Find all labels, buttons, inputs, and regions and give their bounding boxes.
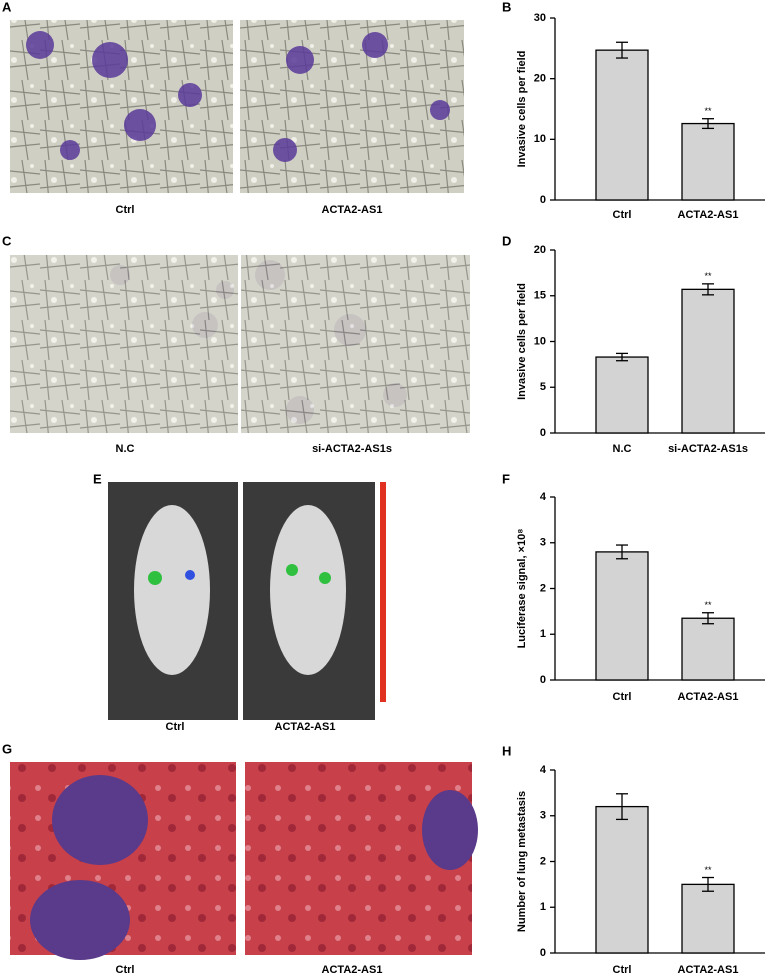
y-tick-label: 0 (540, 674, 546, 686)
x-tick-label: si-ACTA2-AS1s (668, 443, 748, 455)
x-tick-label: ACTA2-AS1 (678, 209, 739, 221)
image-caption: Ctrl (166, 721, 185, 733)
y-tick-label: 2 (540, 582, 546, 594)
signal (148, 571, 162, 585)
y-tick-label: 3 (540, 537, 546, 549)
y-tick-label: 4 (540, 491, 547, 503)
y-tick-label: 10 (534, 133, 546, 145)
panel-label: G (2, 741, 12, 756)
y-tick-label: 20 (534, 244, 546, 256)
bar (595, 551, 649, 681)
metastasis (422, 790, 478, 870)
metastasis (52, 775, 148, 865)
y-tick-label: 0 (540, 427, 546, 439)
bar (595, 805, 649, 954)
panel-label: H (502, 743, 511, 758)
significance: ** (704, 865, 712, 875)
y-tick-label: 3 (540, 810, 546, 822)
metastasis (30, 880, 130, 960)
x-tick-label: ACTA2-AS1 (678, 691, 739, 703)
image-caption: ACTA2-AS1 (275, 721, 336, 733)
micrograph (240, 20, 464, 193)
y-tick-label: 4 (540, 764, 547, 776)
image-caption: Ctrl (116, 204, 135, 216)
bar (681, 883, 735, 954)
panel-label: E (93, 471, 102, 486)
y-tick-label: 30 (534, 12, 546, 24)
y-tick-label: 20 (534, 73, 546, 85)
panel-label: F (502, 471, 510, 486)
y-axis-label: Invasive cells per field (516, 283, 528, 400)
x-tick-label: Ctrl (613, 209, 632, 221)
panel-label: A (2, 0, 12, 14)
y-tick-label: 0 (540, 947, 546, 959)
bar (681, 617, 735, 681)
image-caption: N.C (116, 443, 135, 455)
y-tick-label: 1 (540, 901, 546, 913)
micrograph (10, 255, 238, 433)
y-tick-label: 0 (540, 194, 546, 206)
panel-label: D (502, 233, 511, 248)
y-axis-label: Luciferase signal, ×10⁸ (516, 529, 528, 649)
mouse (134, 505, 210, 675)
x-tick-label: Ctrl (613, 691, 632, 703)
y-tick-label: 5 (540, 381, 546, 393)
panel-label: B (502, 0, 511, 14)
y-axis-label: Number of lung metastasis (516, 791, 528, 932)
significance: ** (704, 106, 712, 116)
signal (185, 570, 195, 580)
y-axis-label: Invasive cells per field (516, 51, 528, 168)
image-caption: ACTA2-AS1 (322, 964, 383, 976)
x-tick-label: Ctrl (613, 964, 632, 976)
bar (595, 49, 649, 201)
y-tick-label: 1 (540, 628, 546, 640)
x-tick-label: N.C (613, 443, 632, 455)
bar (681, 122, 735, 201)
significance: ** (704, 271, 712, 281)
significance: ** (704, 600, 712, 610)
y-tick-label: 15 (534, 290, 546, 302)
panel-label: C (2, 233, 12, 248)
x-tick-label: ACTA2-AS1 (678, 964, 739, 976)
image-caption: si-ACTA2-AS1s (312, 443, 392, 455)
bar (595, 356, 649, 434)
signal (319, 572, 331, 584)
image-caption: Ctrl (116, 964, 135, 976)
y-tick-label: 2 (540, 855, 546, 867)
image-caption: ACTA2-AS1 (322, 204, 383, 216)
images (10, 20, 478, 960)
mouse (270, 505, 346, 675)
color-scale (380, 482, 386, 702)
micrograph (241, 255, 470, 433)
bar (681, 288, 735, 434)
signal (286, 564, 298, 576)
y-tick-label: 10 (534, 335, 546, 347)
